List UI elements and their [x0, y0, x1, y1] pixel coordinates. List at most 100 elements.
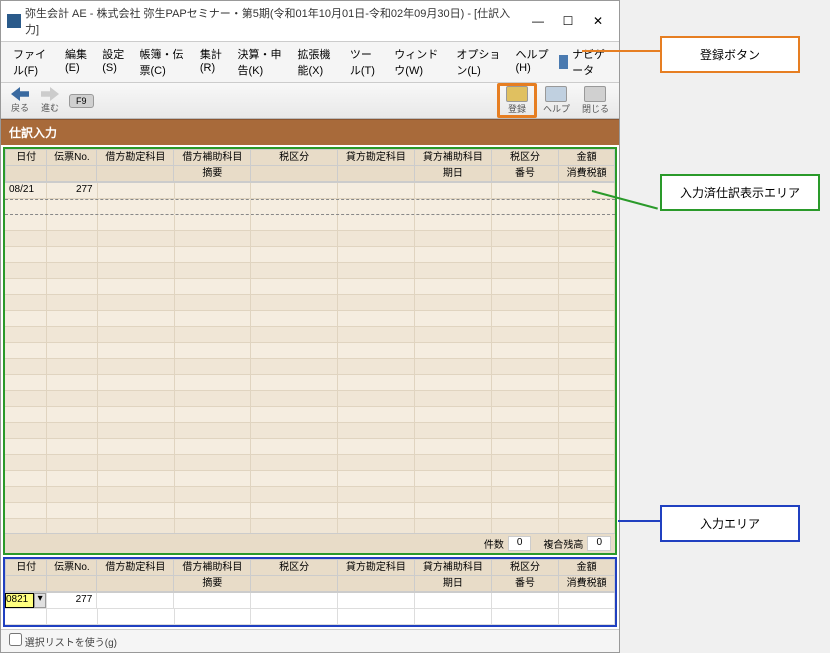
toolbar: 戻る 進む F9 登録 ヘルプ 閉じる: [1, 83, 619, 119]
selection-list-checkbox-input[interactable]: [9, 633, 22, 646]
hdr-amount: 金額: [559, 150, 614, 166]
empty-row: [5, 247, 615, 263]
ihdr-tax1: 税区分: [251, 560, 337, 576]
navigator-icon: [559, 55, 568, 69]
menu-ledger[interactable]: 帳簿・伝票(C): [133, 44, 193, 80]
date-dropdown-icon[interactable]: ▾: [34, 593, 46, 608]
hdr-debit-acct: 借方勘定科目: [97, 150, 173, 166]
input-area: 日付 伝票No. 借方勘定科目 借方補助科目摘要 税区分 貸方勘定科目 貸方補助…: [3, 557, 617, 627]
ihdr-amount: 金額: [559, 560, 614, 576]
ihdr-due: 期日: [415, 576, 491, 592]
cell-date: 08/21: [5, 183, 47, 198]
ihdr-tax-amount: 消費税額: [559, 576, 614, 592]
input-row[interactable]: 0821 ▾ 277: [5, 593, 615, 609]
input-credit-sub[interactable]: [415, 593, 492, 609]
callout-input-area: 入力エリア: [660, 505, 800, 542]
help-icon: [545, 86, 567, 102]
titlebar: 弥生会計 AE - 株式会社 弥生PAPセミナー・第5期(令和01年10月01日…: [1, 1, 619, 42]
empty-row: [5, 279, 615, 295]
empty-row: [5, 423, 615, 439]
empty-row: [5, 487, 615, 503]
register-icon: [506, 86, 528, 102]
balance-label: 複合残高: [543, 536, 583, 551]
empty-row: [5, 471, 615, 487]
back-button[interactable]: 戻る: [5, 87, 35, 114]
help-button[interactable]: ヘルプ: [537, 86, 576, 115]
input-date-field[interactable]: 0821: [5, 593, 34, 608]
input-amount[interactable]: [559, 593, 615, 609]
menu-window[interactable]: ウィンドウ(W): [388, 44, 450, 80]
data-row[interactable]: [5, 199, 615, 215]
input-header: 日付 伝票No. 借方勘定科目 借方補助科目摘要 税区分 貸方勘定科目 貸方補助…: [5, 559, 615, 593]
ihdr-date: 日付: [6, 560, 46, 576]
callout-display-area: 入力済仕訳表示エリア: [660, 174, 820, 211]
data-row[interactable]: 08/21 277: [5, 183, 615, 199]
input-date-cell[interactable]: 0821 ▾: [5, 593, 47, 609]
hdr-credit-acct: 貸方勘定科目: [338, 150, 414, 166]
callout-line-input: [618, 520, 660, 522]
input-voucher[interactable]: 277: [47, 593, 97, 609]
empty-row: [5, 343, 615, 359]
menu-settings[interactable]: 設定(S): [96, 44, 133, 80]
hdr-date: 日付: [6, 150, 46, 166]
empty-row: [5, 407, 615, 423]
close-window-button[interactable]: 閉じる: [576, 86, 615, 115]
ihdr-credit-acct: 貸方勘定科目: [338, 560, 414, 576]
hdr-number: 番号: [492, 166, 558, 182]
footer: 選択リストを使う(g): [1, 629, 619, 652]
register-button[interactable]: 登録: [497, 83, 537, 118]
menu-option[interactable]: オプション(L): [450, 44, 509, 80]
empty-row: [5, 231, 615, 247]
forward-button[interactable]: 進む: [35, 87, 65, 114]
empty-row: [5, 503, 615, 519]
app-icon: [7, 14, 21, 28]
grid-body[interactable]: 08/21 277: [5, 183, 615, 533]
input-tax1[interactable]: [251, 593, 338, 609]
f9-key[interactable]: F9: [69, 94, 94, 108]
app-window: 弥生会計 AE - 株式会社 弥生PAPセミナー・第5期(令和01年10月01日…: [0, 0, 620, 653]
menu-tool[interactable]: ツール(T): [344, 44, 388, 80]
ihdr-credit-sub: 貸方補助科目: [415, 560, 491, 576]
menu-file[interactable]: ファイル(F): [7, 44, 59, 80]
close-button[interactable]: ✕: [583, 11, 613, 31]
cell-voucher: 277: [47, 183, 97, 198]
ihdr-tax2: 税区分: [492, 560, 558, 576]
menu-help[interactable]: ヘルプ(H): [509, 44, 554, 80]
back-icon: [11, 87, 29, 101]
ihdr-number: 番号: [492, 576, 558, 592]
hdr-voucher: 伝票No.: [47, 150, 96, 166]
balance-value: 0: [587, 536, 611, 551]
forward-label: 進む: [41, 101, 59, 114]
ihdr-summary: 摘要: [174, 576, 250, 592]
selection-list-checkbox[interactable]: 選択リストを使う(g): [9, 638, 117, 649]
menu-summary[interactable]: 集計(R): [194, 44, 232, 80]
count-label: 件数: [484, 536, 504, 551]
empty-row: [5, 391, 615, 407]
input-debit-acct[interactable]: [97, 593, 174, 609]
input-tax2[interactable]: [492, 593, 559, 609]
empty-row: [5, 439, 615, 455]
minimize-button[interactable]: —: [523, 11, 553, 31]
help-label: ヘルプ: [543, 102, 570, 115]
hdr-debit-sub: 借方補助科目: [174, 150, 250, 166]
menu-extension[interactable]: 拡張機能(X): [292, 44, 344, 80]
selection-list-label: 選択リストを使う(g): [25, 638, 117, 649]
maximize-button[interactable]: ☐: [553, 11, 583, 31]
menubar: ファイル(F) 編集(E) 設定(S) 帳簿・伝票(C) 集計(R) 決算・申告…: [1, 42, 619, 83]
input-row-2[interactable]: [5, 609, 615, 625]
callout-line-register: [582, 50, 660, 52]
close-window-icon: [584, 86, 606, 102]
input-debit-sub[interactable]: [174, 593, 251, 609]
input-credit-acct[interactable]: [338, 593, 415, 609]
menu-edit[interactable]: 編集(E): [59, 44, 96, 80]
hdr-tax-amount: 消費税額: [559, 166, 614, 182]
empty-row: [5, 295, 615, 311]
close-window-label: 閉じる: [582, 102, 609, 115]
hdr-tax1: 税区分: [251, 150, 337, 166]
callout-register: 登録ボタン: [660, 36, 800, 73]
empty-row: [5, 359, 615, 375]
hdr-summary: 摘要: [174, 166, 250, 182]
menu-closing[interactable]: 決算・申告(K): [232, 44, 292, 80]
section-title: 仕訳入力: [1, 119, 619, 145]
ihdr-debit-acct: 借方勘定科目: [97, 560, 173, 576]
